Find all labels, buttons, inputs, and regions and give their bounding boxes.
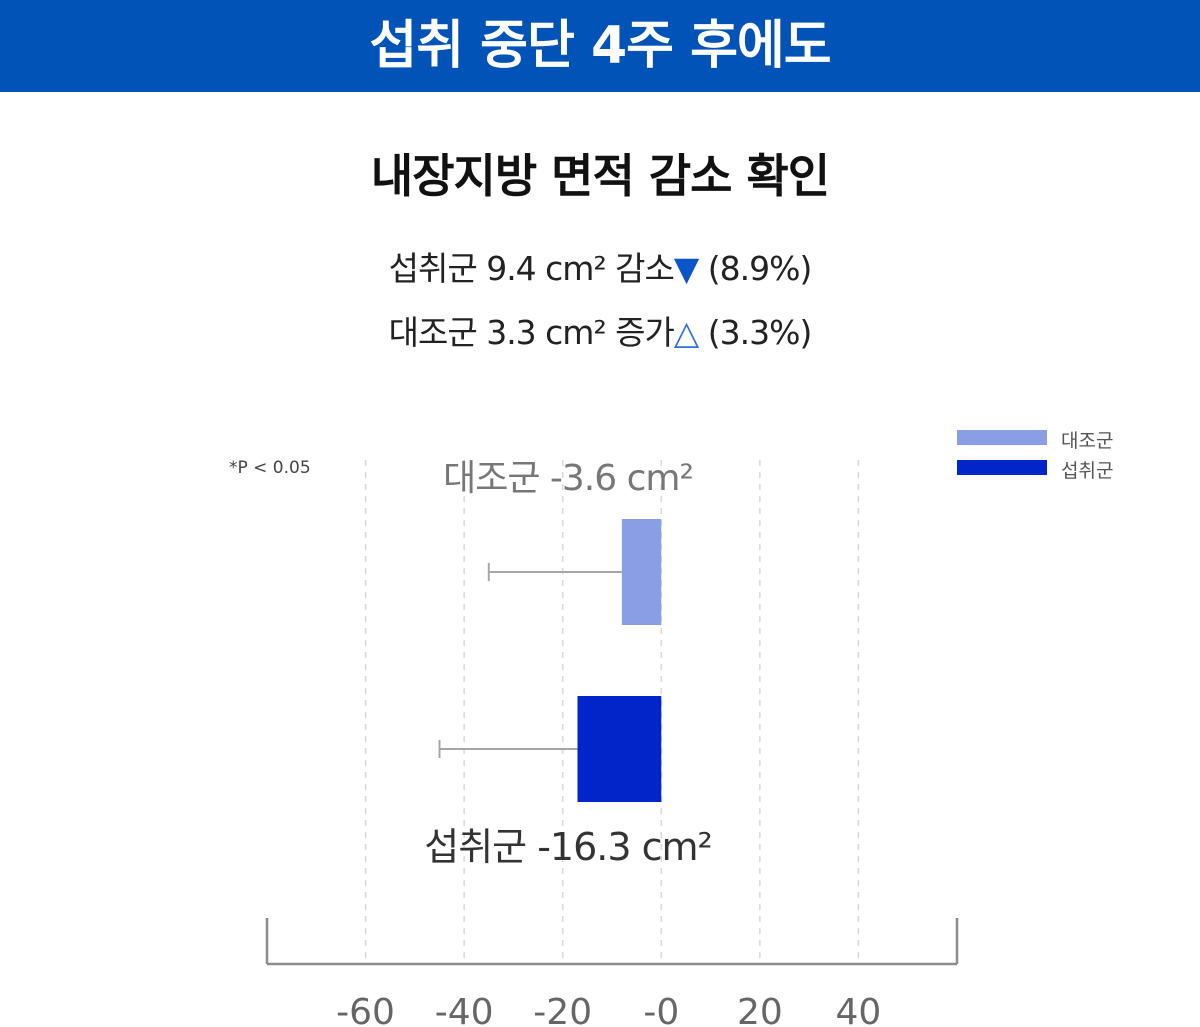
stat-control-percent: (3.3%) — [698, 313, 813, 352]
x-tick-label-4: 20 — [737, 992, 783, 1027]
stat-intake-percent: (8.9%) — [698, 249, 813, 288]
up-triangle-icon: △ — [673, 313, 699, 352]
stat-line-intake: 섭취군 9.4 cm² 감소▼ (8.9%) — [0, 242, 1200, 290]
stat-intake-text: 섭취군 9.4 cm² 감소 — [388, 249, 675, 288]
legend-swatch-control — [957, 430, 1047, 445]
stat-line-control: 대조군 3.3 cm² 증가△ (3.3%) — [0, 306, 1200, 354]
bar-1 — [577, 696, 662, 802]
data-label-1: 섭취군 -16.3 cm² — [424, 825, 712, 869]
legend-label-intake: 섭취군 — [1061, 460, 1114, 482]
chart-subtitle: 내장지방 면적 감소 확인 — [370, 149, 830, 203]
header-banner: 섭취 중단 4주 후에도 — [0, 0, 1200, 92]
x-tick-label-3: -0 — [643, 992, 679, 1027]
data-label-0: 대조군 -3.6 cm² — [443, 458, 693, 499]
x-tick-label-0: -60 — [336, 992, 395, 1027]
x-tick-label-5: 40 — [836, 992, 882, 1027]
bar-0 — [621, 519, 662, 625]
stat-control-text: 대조군 3.3 cm² 증가 — [388, 313, 675, 352]
down-triangle-icon: ▼ — [673, 249, 699, 288]
legend-label-control: 대조군 — [1061, 430, 1114, 452]
significance-note: *P < 0.05 — [229, 458, 311, 478]
x-tick-label-1: -40 — [435, 992, 494, 1027]
legend-swatch-intake — [957, 460, 1047, 475]
x-tick-label-2: -20 — [533, 992, 592, 1027]
